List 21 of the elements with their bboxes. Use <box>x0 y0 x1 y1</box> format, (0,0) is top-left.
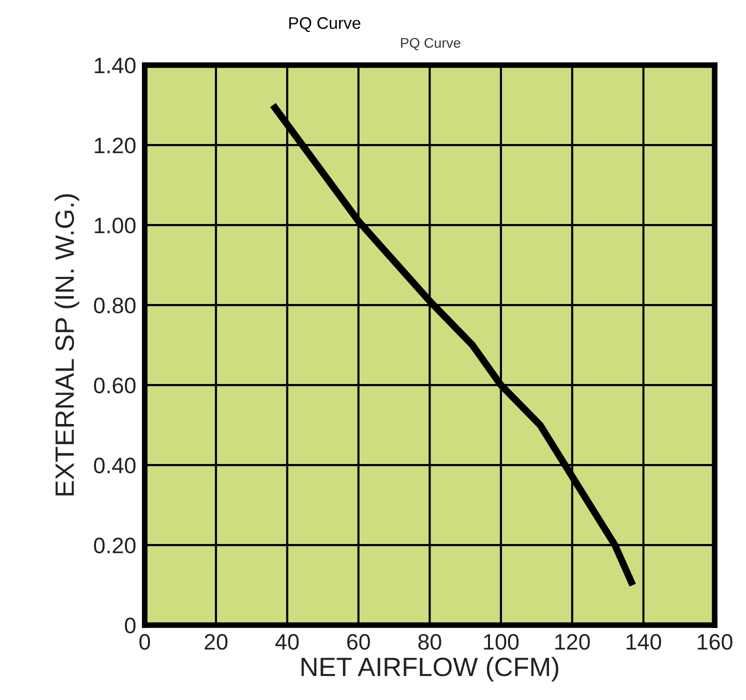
y-tick-label: 1.20 <box>94 138 136 154</box>
x-tick-label: 80 <box>418 634 442 650</box>
x-tick-label: 120 <box>555 634 590 650</box>
x-tick-label: 20 <box>204 634 228 650</box>
x-tick-label: 160 <box>698 634 732 650</box>
y-tick-label: 0.60 <box>94 378 136 394</box>
x-tick-label: 60 <box>347 634 370 650</box>
chart-subtitle: PQ Curve <box>401 38 460 50</box>
chart-title: PQ Curve <box>289 17 360 32</box>
x-tick-label: 40 <box>275 634 299 650</box>
y-tick-label: 0.80 <box>94 298 136 314</box>
x-tick-label: 100 <box>484 634 519 650</box>
y-tick-label: 0 <box>124 618 136 634</box>
y-tick-label: 0.20 <box>94 538 136 554</box>
x-tick-label: 140 <box>626 634 662 650</box>
y-tick-label: 0.40 <box>94 458 136 474</box>
x-axis-title: NET AIRFLOW (CFM) <box>302 656 558 682</box>
y-tick-label: 1.40 <box>94 58 136 74</box>
x-tick-label: 0 <box>139 634 150 650</box>
y-axis-title: EXTERNAL SP (IN. W.G.) <box>54 194 80 496</box>
y-tick-label: 1.00 <box>94 218 136 234</box>
